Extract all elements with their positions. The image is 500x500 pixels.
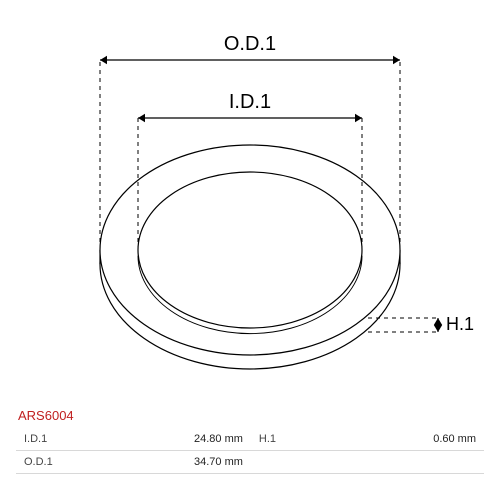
ring-diagram: O.D.1 I.D.1 H.1 — [0, 0, 500, 400]
svg-text:I.D.1: I.D.1 — [229, 91, 271, 113]
spec-value — [331, 451, 484, 474]
spec-table: I.D.1 24.80 mm H.1 0.60 mm O.D.1 34.70 m… — [16, 428, 484, 474]
table-row: I.D.1 24.80 mm H.1 0.60 mm — [16, 428, 484, 451]
spec-label: O.D.1 — [16, 451, 98, 474]
svg-text:H.1: H.1 — [446, 314, 474, 334]
spec-label: I.D.1 — [16, 428, 98, 451]
table-row: O.D.1 34.70 mm — [16, 451, 484, 474]
spec-label — [251, 451, 331, 474]
spec-value: 34.70 mm — [98, 451, 251, 474]
spec-label: H.1 — [251, 428, 331, 451]
spec-value: 0.60 mm — [331, 428, 484, 451]
spec-value: 24.80 mm — [98, 428, 251, 451]
part-number: ARS6004 — [18, 408, 74, 423]
page: O.D.1I.D.1H.1 ARS6004 I.D.1 24.80 mm H.1… — [0, 0, 500, 500]
svg-text:O.D.1: O.D.1 — [224, 33, 276, 55]
